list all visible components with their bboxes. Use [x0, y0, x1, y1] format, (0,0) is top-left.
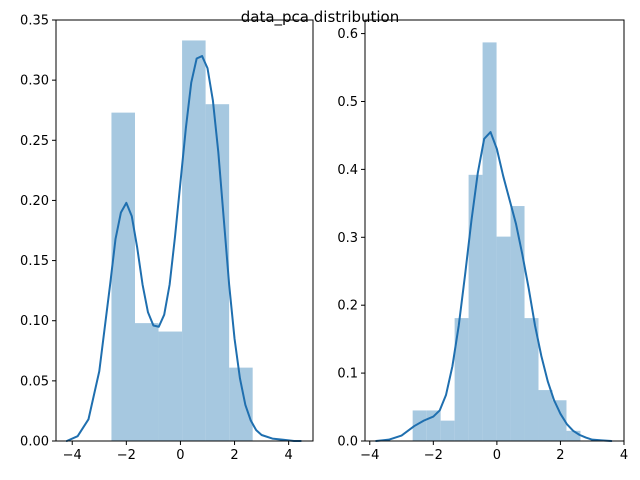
x-tick-label: −2	[117, 448, 136, 463]
histogram-bar	[454, 318, 469, 441]
histogram-bar	[496, 236, 511, 441]
y-tick-label: 0.35	[20, 14, 49, 29]
histogram-bar	[412, 410, 427, 441]
histogram-bar	[468, 174, 483, 442]
x-tick-label: 2	[556, 448, 564, 463]
histogram-bar	[510, 206, 525, 441]
x-tick-label: 0	[176, 448, 184, 463]
histogram-bar	[566, 430, 581, 441]
histogram-bar	[538, 390, 553, 441]
y-tick-label: 0.20	[20, 194, 49, 209]
y-tick-label: 0.6	[337, 27, 358, 42]
histogram-bar	[482, 42, 497, 441]
kde-curve	[375, 131, 613, 442]
right-subplot: −4 −2 0 2 4 0.0 0.1 0.2 0.3 0.4 0.5 0.6	[337, 19, 628, 463]
y-tick-label: 0.1	[337, 367, 358, 382]
y-tick-label: 0.5	[337, 95, 358, 110]
histogram-bar	[205, 104, 230, 441]
histogram-bar	[552, 400, 567, 441]
y-tick-label: 0.05	[20, 374, 49, 389]
x-tick-label: 2	[230, 448, 238, 463]
y-tick-label: 0.10	[20, 314, 49, 329]
histogram-bar	[440, 420, 455, 441]
histogram-bar	[229, 367, 253, 441]
y-tick-label: 0.2	[337, 299, 358, 314]
histogram-bar	[524, 318, 539, 441]
x-tick-label: 4	[285, 448, 293, 463]
figure-suptitle: data_pca distribution	[241, 8, 400, 27]
histogram-bar	[111, 112, 135, 442]
x-tick-label: −4	[63, 448, 82, 463]
y-tick-label: 0.4	[337, 163, 358, 178]
x-tick-label: 4	[620, 448, 628, 463]
y-tick-label: 0.3	[337, 231, 358, 246]
y-tick-label: 0.0	[337, 435, 358, 450]
left-subplot: −4 −2 0 2 4 0.00 0.05 0.10 0.15 0.20 0.25 0.30 0.35	[20, 14, 314, 463]
y-tick-label: 0.25	[20, 134, 49, 149]
axes-frame	[364, 19, 625, 442]
y-tick-label: 0.30	[20, 74, 49, 89]
x-tick-label: −4	[360, 448, 379, 463]
axes-frame	[55, 19, 314, 442]
histogram-bar	[134, 323, 159, 441]
x-tick-label: 0	[493, 448, 501, 463]
histogram-bar	[182, 40, 206, 441]
y-tick-label: 0.15	[20, 254, 49, 269]
kde-curve	[65, 55, 302, 442]
y-tick-label: 0.00	[20, 435, 49, 450]
histogram-bar	[158, 331, 183, 441]
x-tick-label: −2	[424, 448, 443, 463]
